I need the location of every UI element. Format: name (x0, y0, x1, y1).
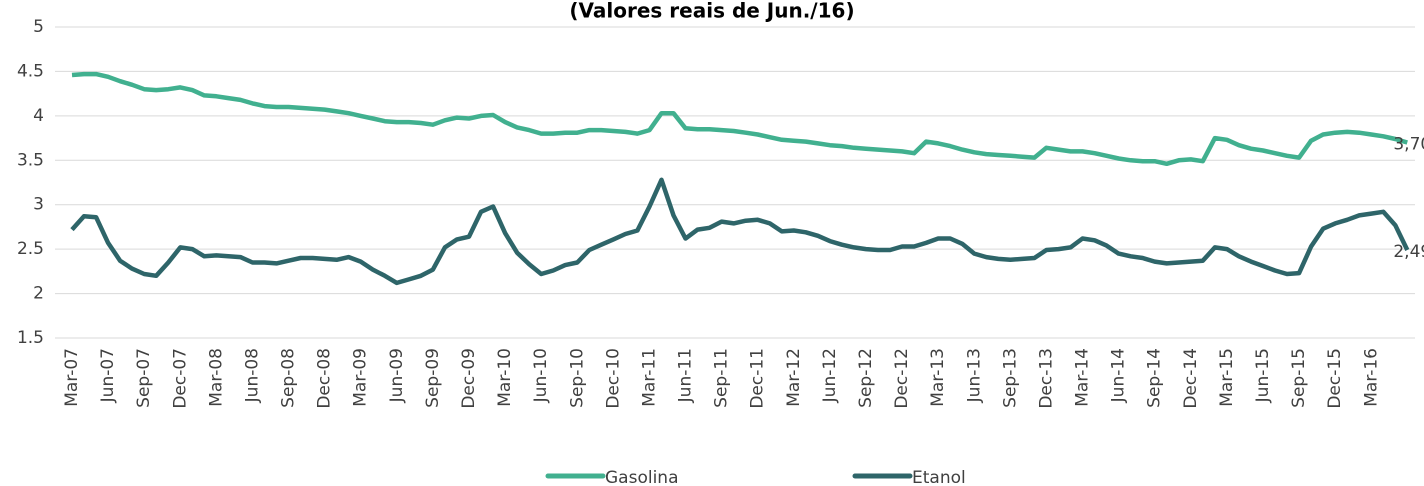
x-tick-label: Sep-07 (134, 348, 154, 408)
x-tick-label: Dec-08 (315, 348, 335, 409)
x-tick-label: Mar-11 (639, 348, 659, 407)
x-tick-label: Dec-10 (603, 348, 623, 409)
x-tick-label: Mar-10 (495, 348, 515, 407)
x-tick-label: Mar-07 (62, 348, 82, 407)
x-tick-label: Mar-12 (784, 348, 804, 407)
x-tick-label: Sep-09 (423, 348, 443, 408)
y-tick-label: 2 (33, 284, 44, 304)
x-tick-label: Jun-14 (1109, 348, 1129, 403)
x-tick-label: Dec-12 (892, 348, 912, 409)
x-tick-label: Jun-09 (387, 348, 407, 403)
x-tick-label: Mar-08 (206, 348, 226, 407)
x-tick-label: Sep-11 (712, 348, 732, 408)
x-tick-label: Dec-13 (1036, 348, 1056, 409)
x-tick-label: Jun-15 (1253, 348, 1273, 403)
y-tick-label: 3 (33, 195, 44, 215)
x-tick-label: Sep-15 (1289, 348, 1309, 408)
y-tick-label: 2.5 (17, 239, 44, 259)
x-tick-label: Jun-10 (531, 348, 551, 403)
series-line (71, 71, 1408, 167)
y-tick-label: 3.5 (17, 150, 44, 170)
x-tick-label: Jun-11 (676, 348, 696, 403)
x-tick-label: Mar-13 (928, 348, 948, 407)
y-tick-label: 4.5 (17, 61, 44, 81)
x-tick-label: Jun-12 (820, 348, 840, 403)
x-tick-label: Sep-08 (279, 348, 299, 408)
x-tick-label: Sep-10 (567, 348, 587, 408)
x-tick-label: Jun-08 (242, 348, 262, 403)
y-tick-label: 4 (33, 106, 44, 126)
y-tick-label: 1.5 (17, 328, 44, 348)
legend-label: Etanol (912, 468, 966, 486)
x-tick-label: Mar-14 (1073, 348, 1093, 407)
series-line (70, 177, 1410, 286)
x-tick-label: Sep-12 (856, 348, 876, 408)
x-tick-label: Sep-13 (1000, 348, 1020, 408)
x-tick-label: Sep-14 (1145, 348, 1165, 408)
x-tick-label: Jun-13 (964, 348, 984, 403)
x-tick-label: Mar-15 (1217, 348, 1237, 407)
x-tick-label: Jun-07 (98, 348, 118, 403)
y-tick-label: 5 (33, 17, 44, 37)
x-tick-label: Mar-09 (351, 348, 371, 407)
x-tick-label: Dec-14 (1181, 348, 1201, 409)
x-tick-label: Dec-07 (170, 348, 190, 409)
x-tick-label: Dec-09 (459, 348, 479, 409)
chart-title: (Valores reais de Jun./16) (569, 0, 854, 23)
x-tick-label: Dec-15 (1325, 348, 1345, 409)
legend-label: Gasolina (605, 468, 679, 486)
x-tick-label: Mar-16 (1361, 348, 1381, 407)
x-tick-label: Dec-11 (748, 348, 768, 409)
data-label: 2,49 (1393, 242, 1424, 262)
data-label: 3,70 (1393, 135, 1424, 155)
